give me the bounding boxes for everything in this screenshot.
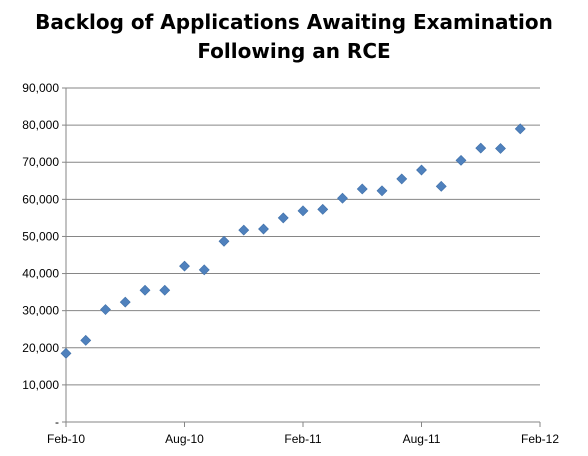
y-tick-label: 50,000 — [22, 229, 59, 243]
data-point — [278, 213, 288, 223]
data-point — [219, 236, 229, 246]
y-tick-label: 30,000 — [22, 304, 59, 318]
data-point — [120, 297, 130, 307]
y-tick-label: 90,000 — [22, 81, 59, 95]
y-tick-label: 60,000 — [22, 192, 59, 206]
x-tick-label: Feb-10 — [47, 432, 85, 446]
data-point — [160, 285, 170, 295]
y-tick-label: 80,000 — [22, 118, 59, 132]
data-point — [318, 204, 328, 214]
y-tick-label: 10,000 — [22, 378, 59, 392]
data-point — [61, 348, 71, 358]
data-point — [436, 181, 446, 191]
x-tick-label: Feb-11 — [284, 432, 321, 446]
data-point — [476, 143, 486, 153]
data-point — [298, 206, 308, 216]
data-point — [140, 285, 150, 295]
data-point — [259, 224, 269, 234]
data-point — [180, 261, 190, 271]
y-tick-label: 20,000 — [22, 341, 59, 355]
x-tick-label: Aug-11 — [403, 432, 441, 446]
y-tick-label: - — [55, 415, 59, 429]
data-point — [377, 186, 387, 196]
x-tick-label: Feb-12 — [521, 432, 559, 446]
data-point — [417, 165, 427, 175]
data-point — [81, 335, 91, 345]
data-point — [357, 184, 367, 194]
data-point — [101, 305, 111, 315]
data-point — [239, 225, 249, 235]
data-point — [496, 143, 506, 153]
data-point — [338, 193, 348, 203]
y-tick-label: 70,000 — [22, 155, 59, 169]
x-tick-label: Aug-10 — [165, 432, 204, 446]
data-point — [456, 155, 466, 165]
y-tick-label: 40,000 — [22, 267, 59, 281]
data-point — [397, 174, 407, 184]
